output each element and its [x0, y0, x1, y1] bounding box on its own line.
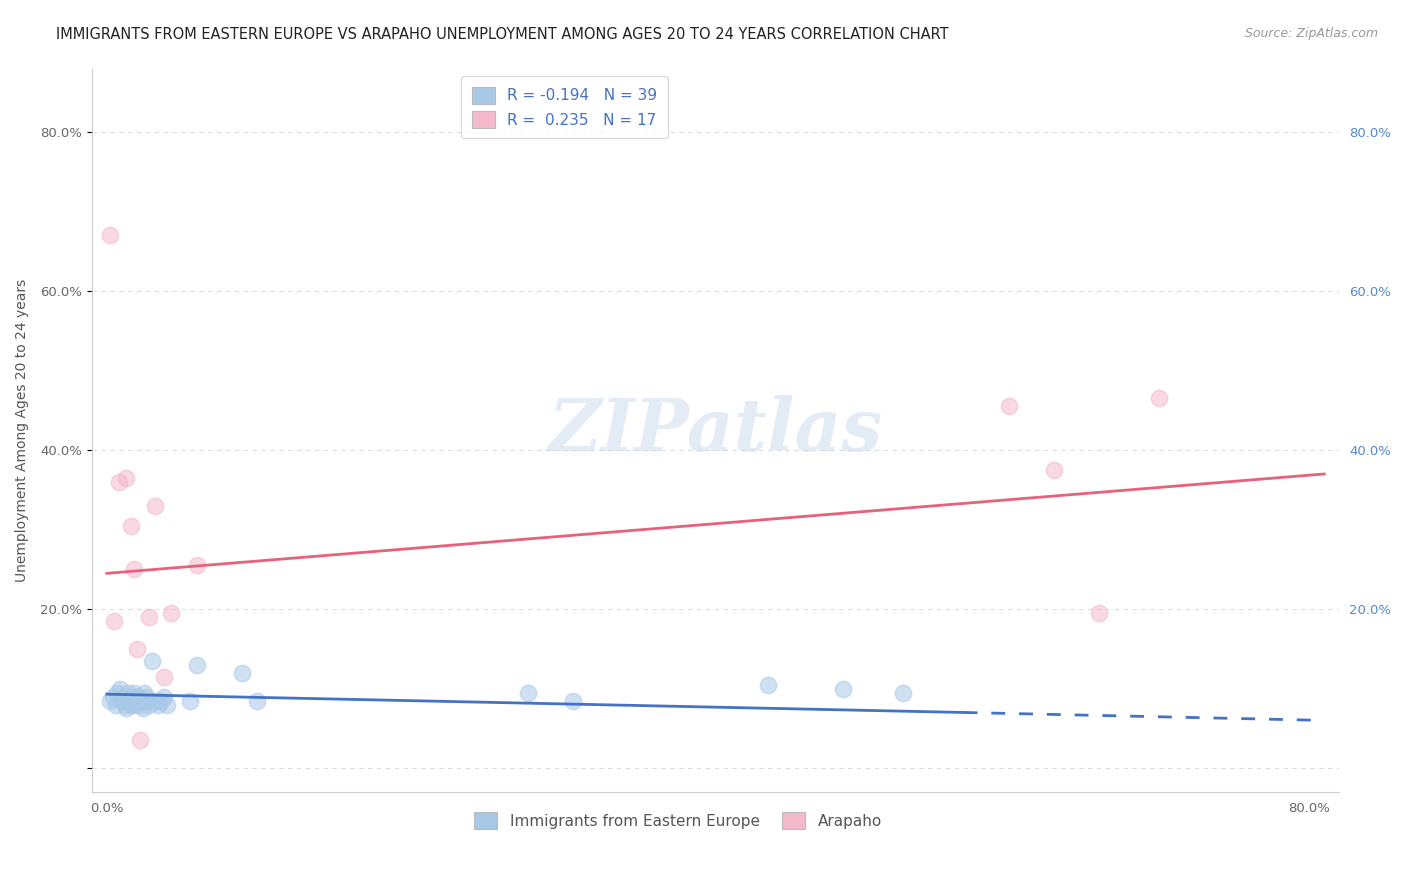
Point [136, 693, 159, 707]
Text: IMMIGRANTS FROM EASTERN EUROPE VS ARAPAHO UNEMPLOYMENT AMONG AGES 20 TO 24 YEARS: IMMIGRANTS FROM EASTERN EUROPE VS ARAPAH… [56, 27, 949, 42]
Point [179, 693, 201, 707]
Text: ZIPatlas: ZIPatlas [548, 395, 883, 466]
Point [111, 693, 134, 707]
Point [115, 471, 138, 485]
Point [115, 701, 138, 715]
Point [156, 698, 179, 712]
Point [129, 693, 152, 707]
Point [561, 693, 583, 707]
Point [108, 475, 131, 489]
Point [832, 681, 855, 696]
Point [98, 228, 121, 243]
Point [101, 690, 124, 704]
Point [129, 733, 152, 747]
Point [143, 693, 166, 707]
Point [104, 698, 127, 712]
Point [125, 641, 148, 656]
Point [143, 499, 166, 513]
Point [120, 698, 142, 712]
Point [138, 610, 160, 624]
Point [146, 698, 169, 712]
Point [138, 698, 160, 712]
Point [1147, 392, 1170, 406]
Point [124, 698, 146, 712]
Point [122, 562, 145, 576]
Point [231, 665, 253, 680]
Point [121, 690, 143, 704]
Point [149, 693, 172, 707]
Point [186, 558, 208, 573]
Point [112, 690, 135, 704]
Point [756, 678, 779, 692]
Point [120, 518, 142, 533]
Point [131, 698, 153, 712]
Point [127, 690, 149, 704]
Point [153, 690, 176, 704]
Point [135, 690, 157, 704]
Point [893, 685, 915, 699]
Point [997, 400, 1019, 414]
Point [117, 685, 139, 699]
Point [98, 693, 121, 707]
Point [1088, 606, 1111, 620]
Point [114, 698, 136, 712]
Text: Source: ZipAtlas.com: Source: ZipAtlas.com [1244, 27, 1378, 40]
Point [134, 685, 156, 699]
Point [118, 693, 141, 707]
Point [125, 693, 148, 707]
Point [186, 657, 208, 672]
Point [105, 685, 128, 699]
Point [160, 606, 183, 620]
Point [110, 681, 132, 696]
Point [516, 685, 538, 699]
Point [103, 614, 125, 628]
Point [122, 685, 145, 699]
Legend: Immigrants from Eastern Europe, Arapaho: Immigrants from Eastern Europe, Arapaho [468, 806, 889, 835]
Y-axis label: Unemployment Among Ages 20 to 24 years: Unemployment Among Ages 20 to 24 years [15, 278, 30, 582]
Point [132, 701, 155, 715]
Point [1042, 463, 1064, 477]
Point [141, 654, 163, 668]
Point [153, 670, 176, 684]
Point [246, 693, 269, 707]
